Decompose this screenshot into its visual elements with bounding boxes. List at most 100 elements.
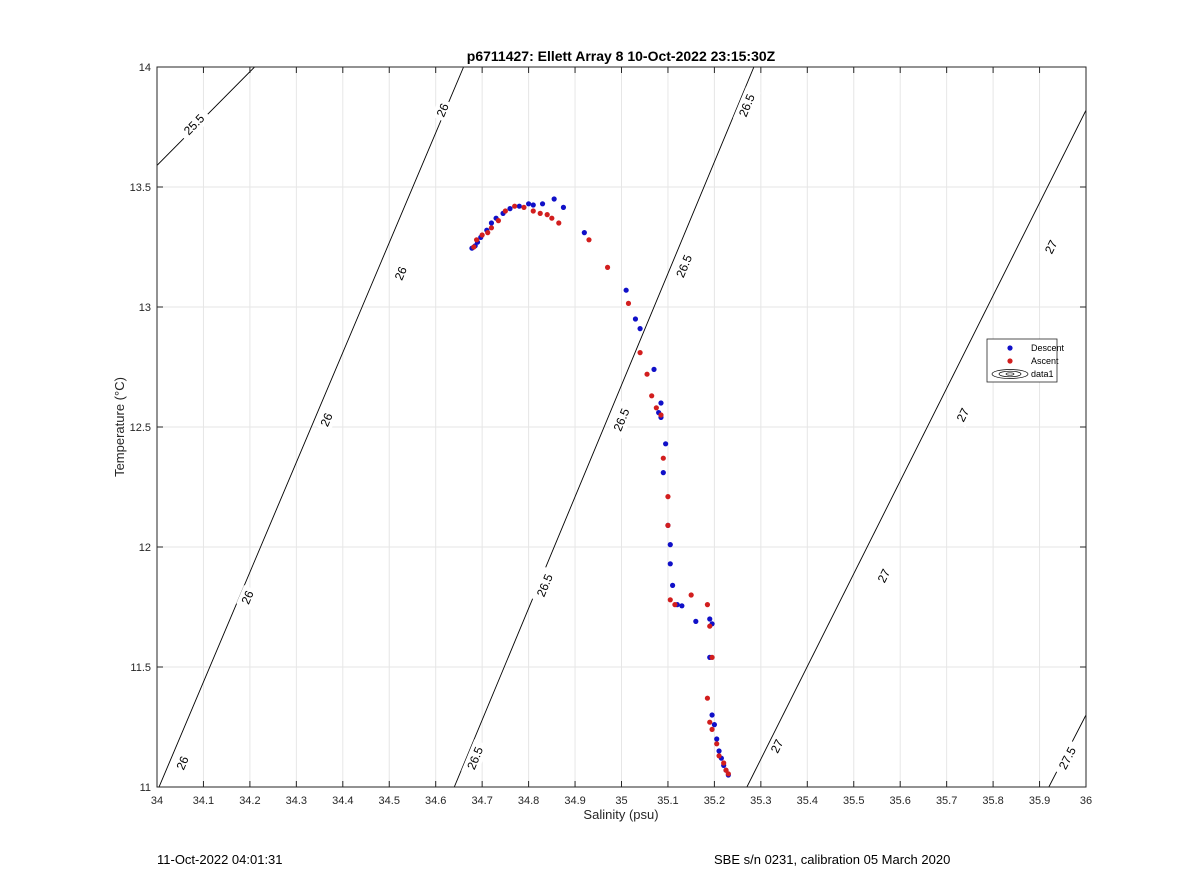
x-tick-label: 35.3	[750, 795, 771, 807]
descent-point	[693, 618, 699, 625]
descent-point	[581, 230, 587, 236]
legend-data1-label: data1	[1031, 369, 1054, 379]
contour-label-bg	[530, 566, 559, 605]
x-axis-label: Salinity (psu)	[583, 807, 658, 822]
ascent-point	[556, 220, 562, 226]
x-tick-label: 34	[151, 795, 163, 807]
ascent-point	[471, 244, 477, 250]
density-contours: 25.5262626262626.526.526.526.526.5272727…	[157, 67, 1086, 787]
y-axis-label: Temperature (°C)	[112, 377, 127, 477]
ascent-point	[665, 494, 671, 500]
descent-point	[560, 204, 567, 210]
descent-point	[530, 202, 536, 208]
ascent-point	[488, 225, 495, 231]
contour-label-bg	[389, 261, 413, 286]
contour-label-bg	[1052, 739, 1083, 777]
contour-label-bg	[1039, 234, 1063, 260]
contour-label-bg	[951, 402, 975, 428]
ascent-point	[665, 522, 671, 529]
y-tick-label: 13.5	[130, 182, 151, 194]
contour-label-bg	[315, 407, 338, 433]
descent-point	[667, 561, 673, 567]
contour-label-bg	[765, 733, 789, 759]
contour-label-bg	[171, 750, 194, 776]
descent-point	[651, 366, 657, 372]
x-tick-label: 35.6	[889, 795, 910, 807]
contour-label-bg	[607, 401, 636, 439]
x-tick-label: 34.2	[239, 795, 260, 807]
ascent-point	[479, 232, 485, 238]
ascent-point	[512, 203, 518, 209]
ascent-point	[644, 371, 650, 377]
ascent-point	[709, 726, 715, 733]
contour-label-bg	[431, 97, 454, 123]
ascent-point	[658, 412, 664, 418]
contour-label: 27	[954, 406, 973, 424]
contour-label: 26	[392, 264, 410, 282]
descent-point	[539, 201, 546, 207]
ascent-point	[495, 218, 502, 224]
legend-descent-marker	[1007, 345, 1013, 351]
legend-ascent-marker	[1007, 358, 1013, 364]
x-tick-label: 35.8	[982, 795, 1003, 807]
y-tick-label: 12.5	[130, 422, 151, 434]
ascent-point	[502, 208, 508, 214]
ascent-point	[530, 208, 536, 214]
descent-point	[660, 470, 666, 476]
legend-contour-icon	[991, 369, 1029, 379]
contour-label: 27	[768, 737, 787, 755]
ascent-point	[667, 597, 673, 603]
contour-line-26	[158, 67, 464, 787]
x-tick-label: 35	[615, 795, 627, 807]
ascent-point	[707, 623, 713, 629]
contour-label-bg	[461, 739, 490, 777]
contour-label-bg	[670, 247, 699, 285]
descent-point	[637, 326, 643, 332]
descent-point	[711, 722, 718, 728]
contour-line-27	[746, 109, 1086, 787]
descent-point	[488, 220, 495, 226]
descent-point	[707, 616, 713, 622]
x-tick-label: 35.9	[1029, 795, 1050, 807]
contour-label: 26	[434, 101, 452, 119]
ascent-point	[704, 695, 711, 701]
x-tick-label: 34.8	[518, 795, 539, 807]
descent-point	[716, 748, 722, 754]
ascent-point	[688, 592, 694, 598]
ascent-point	[637, 350, 643, 356]
ascent-point	[704, 602, 711, 608]
contour-label: 26	[239, 588, 257, 606]
y-tick-label: 12	[139, 542, 151, 554]
descent-point	[709, 712, 715, 718]
descent-point	[526, 201, 532, 207]
descent-point	[663, 441, 669, 447]
ascent-point	[604, 264, 611, 270]
x-tick-label: 36	[1080, 795, 1092, 807]
legend: Descent Ascent data1	[986, 338, 1065, 383]
descent-point	[679, 603, 685, 609]
y-axis-ticks: 11 11.5 12 12.5 13 13.5 14	[130, 62, 1086, 794]
contour-label-bg	[872, 563, 896, 589]
x-tick-label: 35.2	[704, 795, 725, 807]
descent-point	[551, 196, 557, 202]
descent-point	[623, 287, 629, 293]
contour-line-26-5	[453, 67, 755, 787]
x-tick-label: 34.1	[193, 795, 214, 807]
ascent-point	[544, 212, 550, 218]
y-tick-label: 11.5	[130, 662, 151, 674]
descent-point	[658, 400, 664, 406]
x-tick-label: 34.6	[425, 795, 446, 807]
descent-point	[632, 316, 639, 322]
descent-point	[667, 542, 673, 548]
descent-point	[714, 736, 720, 742]
contour-label: 27	[875, 566, 894, 584]
ascent-point	[625, 300, 632, 306]
x-tick-label: 34.4	[332, 795, 353, 807]
ascent-point	[714, 741, 720, 747]
ascent-point	[716, 753, 722, 759]
descent-point	[516, 203, 522, 209]
contour-label-bg	[732, 86, 761, 125]
legend-ascent-label: Ascent	[1031, 356, 1059, 366]
ascent-point	[707, 719, 713, 725]
